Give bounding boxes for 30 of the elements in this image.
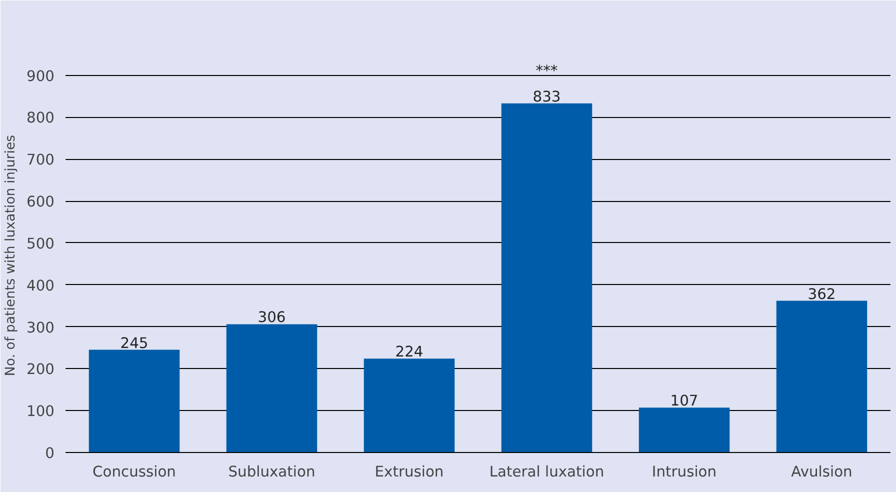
annotation: *** [536, 62, 558, 80]
y-tick-label: 400 [26, 277, 55, 294]
y-tick-label: 900 [26, 68, 55, 85]
y-tick-label: 100 [26, 403, 55, 420]
y-tick-label: 500 [26, 235, 55, 252]
y-axis-title: No. of patients with luxation injuries [4, 134, 19, 376]
bar [776, 300, 868, 452]
data-label: 107 [670, 392, 698, 410]
data-label: 833 [532, 88, 561, 106]
bar [638, 408, 730, 452]
y-tick-label: 0 [45, 445, 55, 462]
data-label: 245 [120, 334, 148, 352]
y-tick-label: 300 [26, 319, 55, 336]
y-tick-label: 700 [26, 152, 55, 169]
bar [88, 350, 180, 452]
y-tick-label: 800 [26, 110, 55, 127]
x-tick-label: Subluxation [228, 464, 316, 480]
data-label: 362 [808, 286, 836, 303]
bar [364, 358, 455, 452]
data-label: 306 [258, 309, 286, 326]
data-label: 224 [395, 344, 424, 361]
bar [501, 103, 592, 452]
y-tick-label: 200 [26, 361, 55, 378]
x-tick-label: Concussion [92, 464, 176, 480]
x-tick-label: Avulsion [791, 464, 852, 480]
bar [226, 324, 318, 452]
x-tick-label: Extrusion [374, 464, 444, 480]
x-tick-label: Intrusion [652, 464, 717, 480]
x-tick-label: Lateral luxation [489, 464, 604, 480]
y-tick-label: 600 [26, 194, 55, 211]
